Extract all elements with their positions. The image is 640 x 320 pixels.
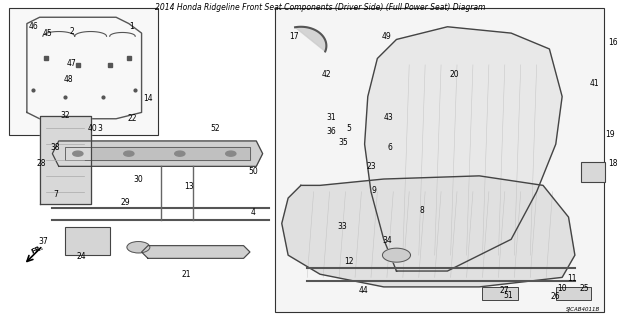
Text: 25: 25 [580,284,589,293]
Bar [556,287,591,300]
Polygon shape [65,147,250,160]
Text: 38: 38 [51,143,60,152]
Polygon shape [365,27,562,271]
Text: 19: 19 [605,130,615,139]
Text: 21: 21 [181,270,191,279]
Circle shape [73,151,83,156]
Text: 28: 28 [36,159,45,168]
Text: 44: 44 [358,285,368,295]
Polygon shape [52,141,262,166]
Text: 45: 45 [42,29,52,38]
Polygon shape [282,176,575,287]
Text: 34: 34 [382,236,392,245]
Text: 6: 6 [388,143,392,152]
Text: 41: 41 [589,79,599,88]
Text: 18: 18 [609,159,618,168]
Text: 12: 12 [344,257,353,266]
Text: 35: 35 [339,138,348,147]
Text: 46: 46 [28,22,38,31]
Circle shape [124,151,134,156]
Text: 20: 20 [449,70,459,79]
Text: 14: 14 [143,94,153,103]
Bar [581,162,605,182]
Text: 1: 1 [130,22,134,31]
Text: FR.: FR. [30,244,44,255]
Bar [65,227,109,255]
Text: 8: 8 [420,206,424,215]
Text: 22: 22 [127,114,137,123]
Text: 11: 11 [567,275,577,284]
Text: 13: 13 [184,182,194,191]
Text: 23: 23 [366,162,376,171]
Bar [275,8,604,312]
Circle shape [175,151,185,156]
Polygon shape [383,248,410,262]
Bar [483,287,518,300]
Polygon shape [295,27,326,52]
Text: SJCAB4011B: SJCAB4011B [566,307,600,312]
Text: 52: 52 [210,124,220,133]
Text: 51: 51 [503,291,513,300]
Text: 48: 48 [63,75,73,84]
Circle shape [127,242,150,253]
Text: 43: 43 [384,113,394,122]
Text: 7: 7 [53,190,58,199]
Text: 4: 4 [251,208,255,217]
Text: 27: 27 [500,285,509,295]
Circle shape [226,151,236,156]
Bar [9,8,157,135]
Text: 3: 3 [98,124,102,133]
Text: 2: 2 [69,27,74,36]
Text: 42: 42 [321,70,331,79]
Text: 26: 26 [551,292,561,301]
Polygon shape [40,116,91,204]
Text: 31: 31 [326,113,335,122]
Text: 30: 30 [134,174,143,184]
Text: 49: 49 [382,32,392,41]
Text: 2014 Honda Ridgeline Front Seat Components (Driver Side) (Full Power Seat) Diagr: 2014 Honda Ridgeline Front Seat Componen… [155,3,485,12]
Text: 17: 17 [290,32,300,41]
Text: 33: 33 [337,222,347,231]
Text: 40: 40 [88,124,97,133]
Text: 37: 37 [38,237,48,246]
Text: 24: 24 [76,252,86,261]
Text: 50: 50 [248,167,258,176]
Polygon shape [141,246,250,258]
Text: 9: 9 [372,186,376,195]
Text: 32: 32 [60,111,70,120]
Text: 5: 5 [346,124,351,133]
Text: 10: 10 [557,284,567,293]
Text: 16: 16 [608,38,618,47]
Text: 36: 36 [326,127,336,136]
Text: 47: 47 [67,59,76,68]
Text: 29: 29 [121,198,131,207]
